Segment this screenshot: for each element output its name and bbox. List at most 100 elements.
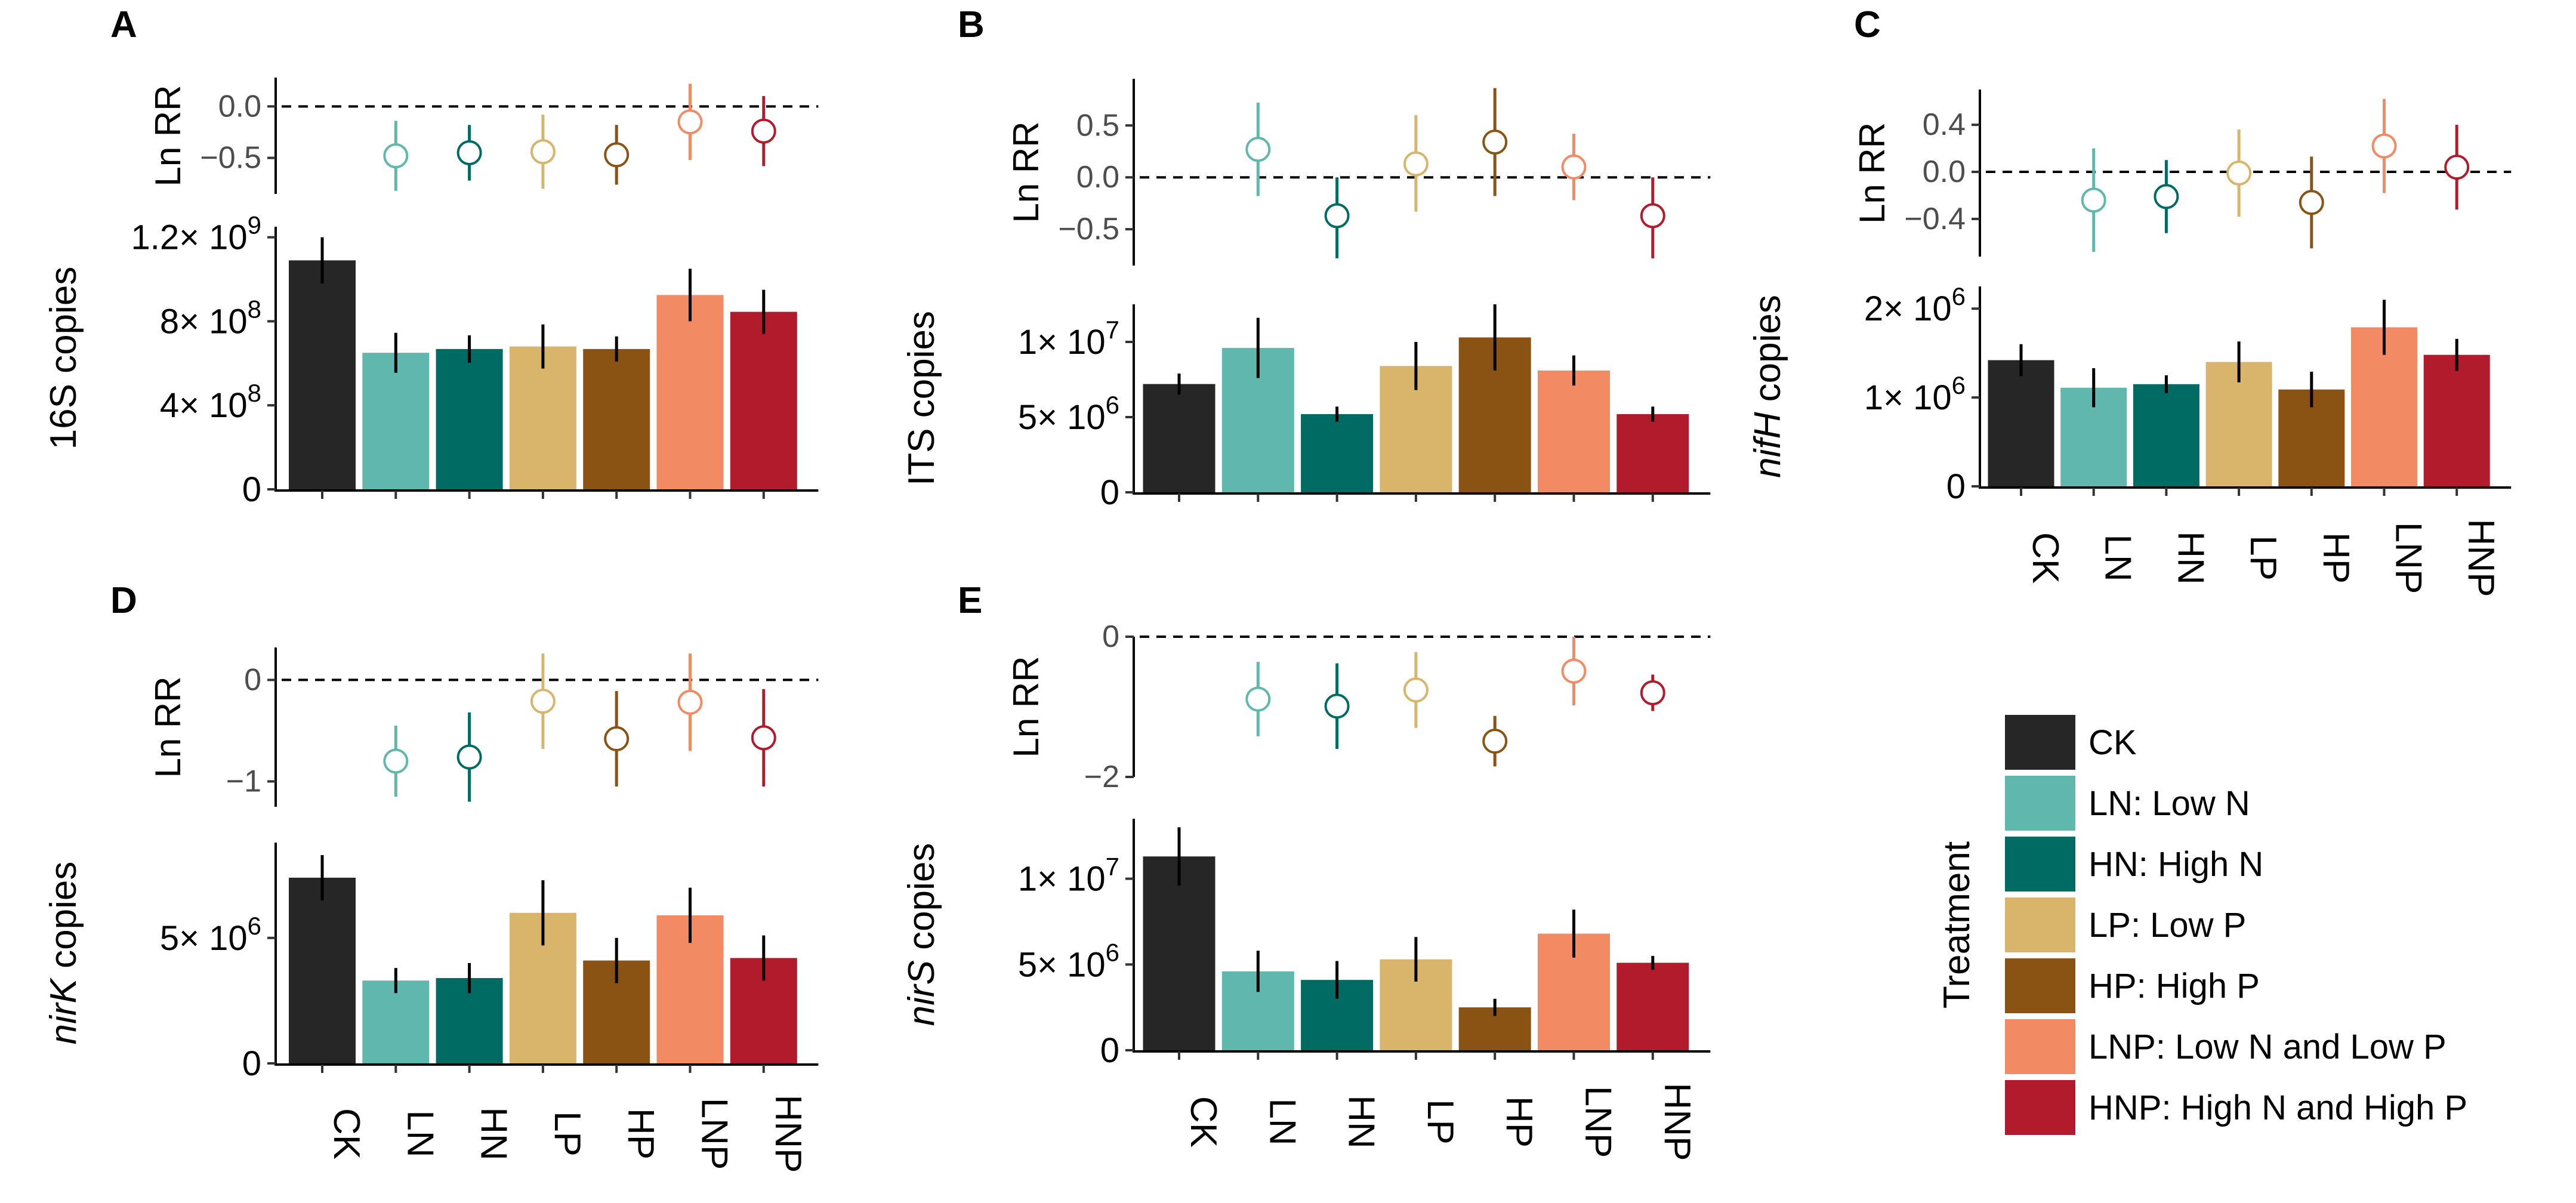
tick-label-exponent: 6	[1952, 371, 1966, 399]
bar-y-tick-label: 0	[1100, 1031, 1119, 1070]
lnrr-point-lnp	[1561, 658, 1587, 684]
legend-label-hnp: HNP: High N and High P	[2088, 1088, 2467, 1127]
tick-label-exponent: 9	[248, 211, 261, 239]
tick-label-base: 2× 10	[1864, 289, 1952, 328]
tick-label-exponent: 6	[1106, 938, 1119, 966]
lnrr-point-hp	[604, 726, 630, 752]
lnrr-y-tick-label: 0.5	[1076, 108, 1119, 143]
bar-axis-title: nirK copies	[43, 862, 84, 1045]
tick-label-base: 5× 10	[1018, 398, 1106, 437]
bar-axis-title-text: copies	[901, 843, 942, 960]
legend-swatch-lp	[2005, 897, 2075, 952]
x-tick-label-lp: LP	[547, 1111, 588, 1156]
tick-label-base: 0	[242, 1044, 261, 1083]
lnrr-axis-title: Ln RR	[148, 85, 188, 186]
x-tick-label-ln: LN	[1261, 1098, 1303, 1145]
x-tick-label-ck: CK	[326, 1108, 367, 1159]
bar-y-tick-label: 1.2× 109	[131, 211, 262, 257]
lnrr-point-hn	[456, 744, 482, 770]
lnrr-axis-title: Ln RR	[1006, 121, 1046, 223]
tick-label-base: 5× 10	[1018, 945, 1106, 984]
lnrr-point-hnp	[751, 118, 776, 144]
panel-label: E	[958, 580, 982, 621]
lnrr-point-lp	[1403, 151, 1429, 177]
tick-label-base: 1× 10	[1864, 378, 1952, 417]
tick-label-exponent: 8	[248, 295, 261, 323]
tick-label-exponent: 6	[248, 912, 261, 940]
lnrr-y-tick-label: 0.0	[1923, 155, 1966, 189]
bar-y-tick-label: 5× 106	[1018, 391, 1119, 437]
lnrr-y-tick-label: 0.4	[1923, 107, 1966, 142]
lnrr-point-lp	[1403, 677, 1429, 703]
tick-label-exponent: 6	[1952, 282, 1966, 310]
bar-y-tick-label: 4× 108	[160, 379, 261, 425]
panel-e: E 0 −2 Ln RR 0 5× 106 1× 107 nirS copies CK LN HN L…	[901, 580, 1711, 1161]
lnrr-point-hnp	[1640, 680, 1665, 705]
x-tick-label-hnp: HNP	[2460, 519, 2501, 597]
lnrr-point-hn	[1324, 203, 1350, 229]
tick-label-exponent: 6	[1106, 391, 1119, 419]
tick-label-base: 1.2× 10	[131, 218, 248, 257]
x-tick-label-hnp: HNP	[1656, 1083, 1698, 1161]
panel-b: B 0.5 0.0 −0.5 Ln RR 0 5× 106 1× 107 ITS copies	[901, 4, 1711, 512]
bar-hp	[583, 348, 650, 489]
lnrr-axis-title: Ln RR	[1852, 122, 1892, 224]
bar-y-tick-label: 1× 106	[1864, 371, 1966, 417]
x-tick-label-ln: LN	[399, 1110, 440, 1157]
lnrr-point-hp	[1482, 129, 1508, 155]
bar-y-tick-label: 5× 106	[1018, 938, 1119, 984]
panel-label: A	[110, 4, 137, 45]
lnrr-point-lnp	[1561, 154, 1587, 180]
lnrr-point-hnp	[751, 725, 776, 751]
tick-label-base: 1× 10	[1018, 860, 1106, 899]
bar-axis-title-text: copies	[43, 862, 84, 979]
lnrr-point-lnp	[677, 689, 703, 715]
bar-axis-title-text: copies	[1747, 295, 1788, 412]
lnrr-point-hp	[604, 142, 630, 168]
lnrr-point-lp	[2226, 161, 2252, 186]
tick-label-base: 5× 10	[160, 919, 248, 958]
bar-ck	[1143, 384, 1215, 492]
lnrr-y-tick-label: 0	[1102, 619, 1119, 654]
bar-y-tick-label: 0	[1946, 467, 1966, 506]
lnrr-point-hnp	[1640, 203, 1665, 229]
panel-label: B	[958, 4, 985, 45]
lnrr-point-hn	[2154, 184, 2179, 209]
bar-ck	[1143, 856, 1215, 1050]
x-tick-label-ck: CK	[1183, 1096, 1224, 1148]
legend-swatch-hn	[2005, 837, 2075, 892]
bar-y-tick-label: 2× 106	[1864, 282, 1966, 328]
bar-axis-title-text: 16S copies	[43, 267, 84, 450]
bar-ck	[289, 260, 356, 489]
lnrr-point-ln	[1245, 686, 1271, 712]
tick-label-base: 8× 10	[160, 302, 248, 341]
bar-axis-title-gene: nirS	[901, 960, 942, 1026]
legend: CK LN: Low N HN: High N LP: Low P HP: High P…	[1936, 715, 2467, 1135]
legend-label-hp: HP: High P	[2088, 967, 2260, 1005]
lnrr-y-tick-label: −1	[226, 764, 261, 798]
x-tick-label-hp: HP	[1498, 1096, 1540, 1148]
panel-label: C	[1854, 4, 1881, 45]
bar-hn	[436, 348, 503, 489]
bar-axis-title: nifH copies	[1747, 295, 1788, 478]
legend-label-ln: LN: Low N	[2088, 784, 2250, 823]
bar-ck	[1988, 360, 2054, 486]
lnrr-point-ln	[1245, 137, 1271, 162]
tick-label-exponent: 7	[1106, 316, 1119, 344]
x-tick-label-hnp: HNP	[767, 1095, 809, 1173]
tick-label-base: 1× 10	[1018, 323, 1106, 362]
bar-y-tick-label: 0	[242, 1044, 261, 1083]
bar-y-tick-label: 0	[1100, 473, 1119, 512]
lnrr-point-lp	[530, 689, 556, 714]
bar-axis-title: ITS copies	[901, 311, 942, 486]
lnrr-point-ln	[383, 143, 409, 169]
legend-title: Treatment	[1936, 841, 1977, 1008]
x-tick-label-hn: HN	[2170, 531, 2211, 585]
x-tick-label-lnp: LNP	[694, 1098, 735, 1170]
legend-swatch-hp	[2005, 958, 2075, 1013]
bar-y-tick-label: 5× 106	[160, 912, 261, 958]
bar-hnp	[730, 311, 797, 489]
tick-label-base: 0	[1100, 473, 1119, 512]
